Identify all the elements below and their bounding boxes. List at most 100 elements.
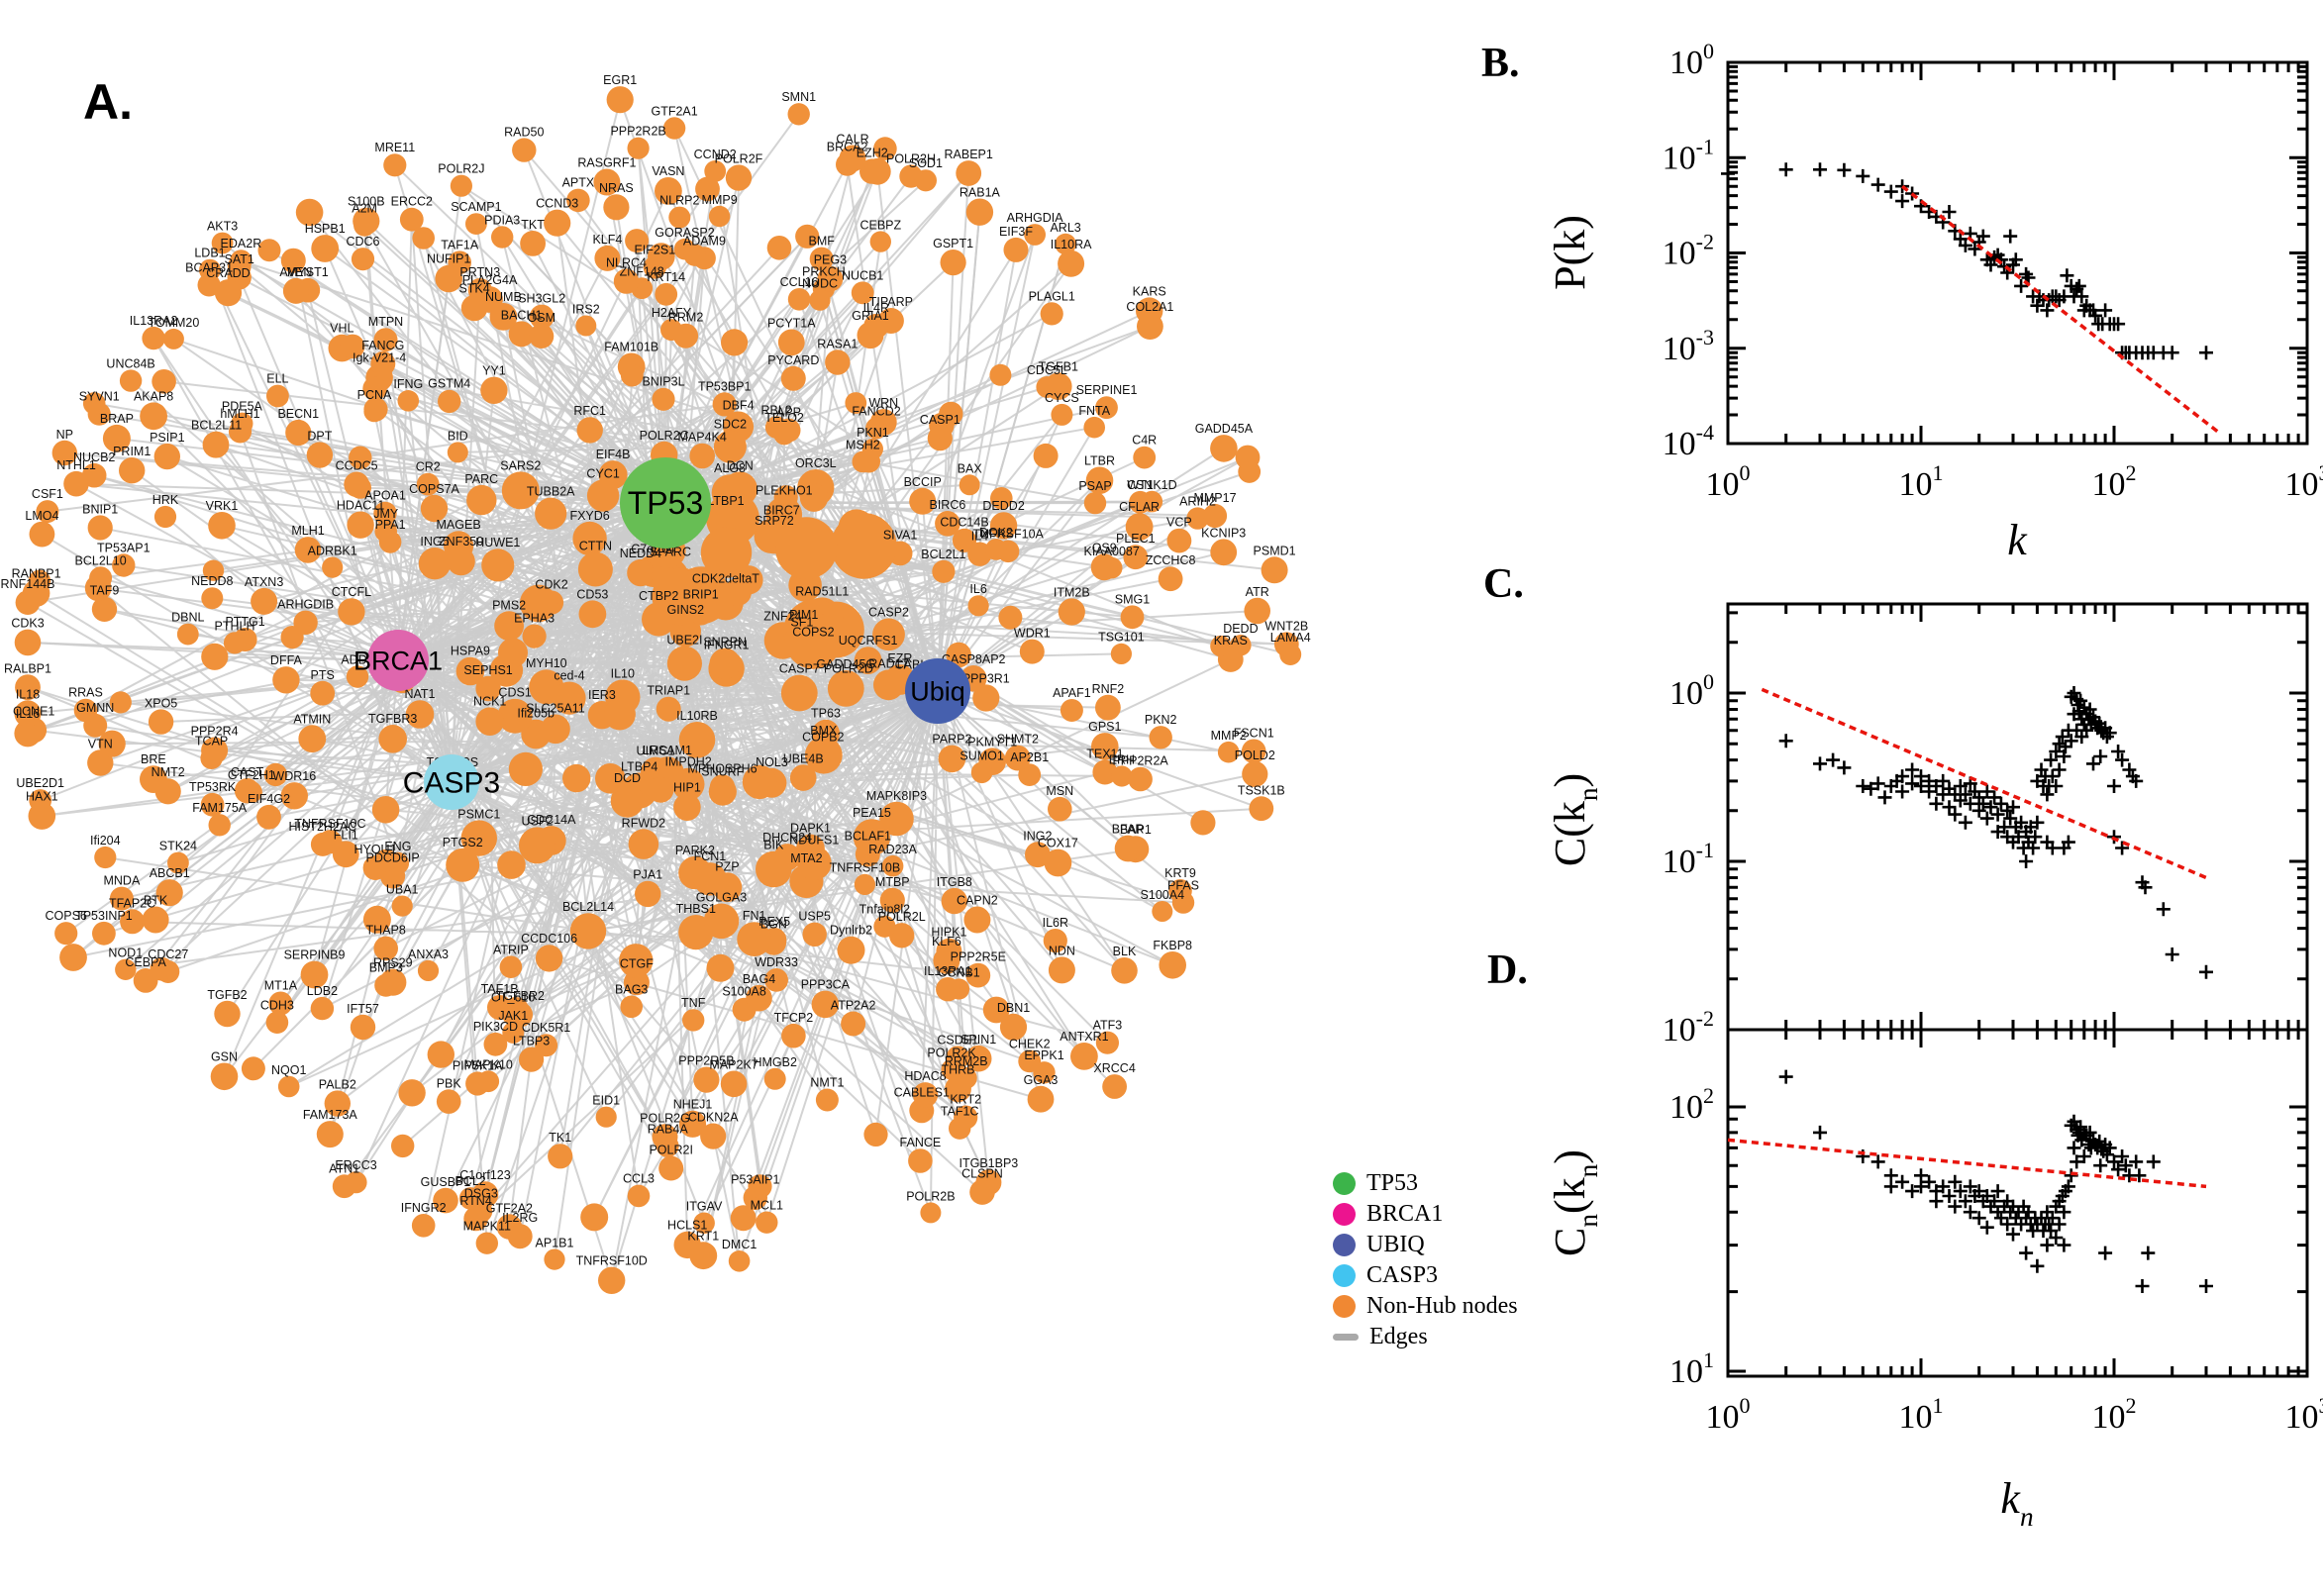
- network-node: [746, 984, 772, 1012]
- network-node-label: PSAP: [1078, 479, 1111, 493]
- network-node: [1083, 491, 1107, 515]
- network-node: [529, 304, 555, 330]
- network-node-label: POLR2C: [640, 429, 689, 443]
- network-node-label: BRE: [141, 752, 166, 766]
- network-node: [635, 880, 661, 908]
- network-node: [1128, 766, 1153, 792]
- network-node-label: RBL2: [760, 403, 791, 417]
- network-node-label: TAF9: [90, 584, 120, 598]
- axis-tick-label: 10-2: [1663, 1006, 1714, 1048]
- network-node-label: POLR2D: [824, 662, 873, 676]
- network-node-label: NEDD4: [620, 547, 661, 560]
- network-node-label: CRADD: [206, 266, 250, 280]
- network-node-label: WT1: [1127, 478, 1153, 492]
- legend-item-casp3: CASP3: [1333, 1260, 1518, 1291]
- network-node-label: S100A8: [722, 985, 766, 999]
- network-node-label: VHL: [330, 322, 354, 336]
- network-node-label: RAB4A: [648, 1122, 689, 1136]
- axis-tick-label: 100: [1706, 460, 1751, 503]
- network-node: [447, 442, 468, 463]
- network-node: [857, 322, 884, 349]
- network-node-label: CDC27: [148, 948, 188, 961]
- network-node-label: HRK: [152, 493, 179, 507]
- network-node-label: BAP1: [1120, 823, 1152, 837]
- network-node-label: GTF2H1: [228, 768, 275, 782]
- network-node-label: SRP72: [755, 514, 794, 528]
- network-node-label: POLR2F: [715, 151, 763, 165]
- network-node-label: TP63: [811, 707, 841, 721]
- network-node: [817, 265, 844, 292]
- network-node: [481, 549, 515, 582]
- network-node-label: MAPK10: [464, 1057, 513, 1071]
- network-node: [965, 962, 991, 988]
- network-node-label: NP: [56, 428, 73, 442]
- network-node: [268, 991, 293, 1016]
- network-node-label: AP1B1: [536, 1236, 574, 1249]
- network-node-label: ATF3: [1093, 1019, 1123, 1033]
- network-node-label: DOK2: [979, 526, 1013, 540]
- network-node: [14, 629, 42, 656]
- network-node: [627, 558, 655, 587]
- network-node: [837, 936, 865, 964]
- network-node-label: DFFA: [270, 653, 303, 667]
- network-node-label: LDB1: [194, 247, 225, 260]
- network-node-label: APTX: [562, 176, 595, 190]
- network-node: [656, 1135, 679, 1157]
- network-node-label: PEA15: [853, 806, 891, 820]
- axis-tick-label: 100: [1669, 39, 1714, 81]
- network-node-label: AVEN: [279, 265, 312, 279]
- network-node: [1095, 396, 1118, 420]
- network-node-label: HAX1: [26, 789, 58, 803]
- network-node-label: PYCARD: [767, 353, 819, 367]
- axis-ticks: [1726, 1030, 2309, 1376]
- network-node-label: FN1: [743, 909, 766, 923]
- legend-item-ubiq: UBIQ: [1333, 1230, 1518, 1260]
- network-node: [1120, 605, 1145, 630]
- network-node: [318, 830, 343, 854]
- network-node: [1044, 848, 1072, 877]
- network-node-label: CHEK2: [1009, 1038, 1051, 1051]
- network-node: [695, 176, 720, 202]
- network-node-label: ALG8: [714, 461, 746, 475]
- legend-label: CASP3: [1366, 1262, 1439, 1288]
- network-node-label: NOL3: [756, 755, 788, 769]
- network-node-label: PDCD6IP: [366, 850, 420, 864]
- network-node: [1190, 810, 1216, 836]
- network-node-label: SIVA1: [883, 529, 918, 543]
- network-node: [280, 248, 306, 273]
- network-node-label: FANCD2: [852, 405, 900, 419]
- network-node: [1242, 760, 1268, 788]
- network-node: [1159, 951, 1186, 979]
- network-node-label: TOMM20: [148, 316, 199, 330]
- network-node: [1033, 1061, 1056, 1084]
- network-node: [730, 1205, 757, 1232]
- network-node-label: NUCB2: [73, 450, 115, 464]
- network-node: [802, 922, 827, 947]
- network-node: [1249, 796, 1274, 822]
- network-node-label: KRT9: [1164, 866, 1196, 880]
- network-node: [535, 497, 567, 530]
- network-node: [363, 397, 388, 422]
- network-node-label: BAG4: [743, 972, 775, 986]
- network-node: [873, 137, 897, 160]
- network-node: [417, 959, 440, 982]
- network-node-label: CCNB1: [938, 966, 979, 980]
- network-node-label: SOD1: [909, 156, 943, 170]
- network-node-label: PPP2R5E: [951, 950, 1006, 964]
- network-node-label: TK1: [549, 1131, 571, 1145]
- network-node-label: RANBP1: [12, 566, 61, 580]
- hub-label-ubiq: Ubiq: [910, 676, 965, 706]
- network-node: [795, 224, 820, 249]
- network-node-label: NQO1: [271, 1063, 306, 1077]
- network-node: [1168, 879, 1192, 903]
- network-node: [656, 696, 681, 722]
- network-node: [347, 511, 374, 539]
- network-node: [603, 698, 636, 731]
- network-node: [764, 968, 788, 992]
- network-node: [908, 1148, 933, 1173]
- network-node-label: PFAS: [1167, 878, 1199, 892]
- network-node: [936, 977, 960, 1002]
- network-node-label: HDAC11: [337, 499, 384, 513]
- network-node-label: FSCN1: [1234, 727, 1274, 741]
- network-node-label: WDR16: [272, 769, 316, 783]
